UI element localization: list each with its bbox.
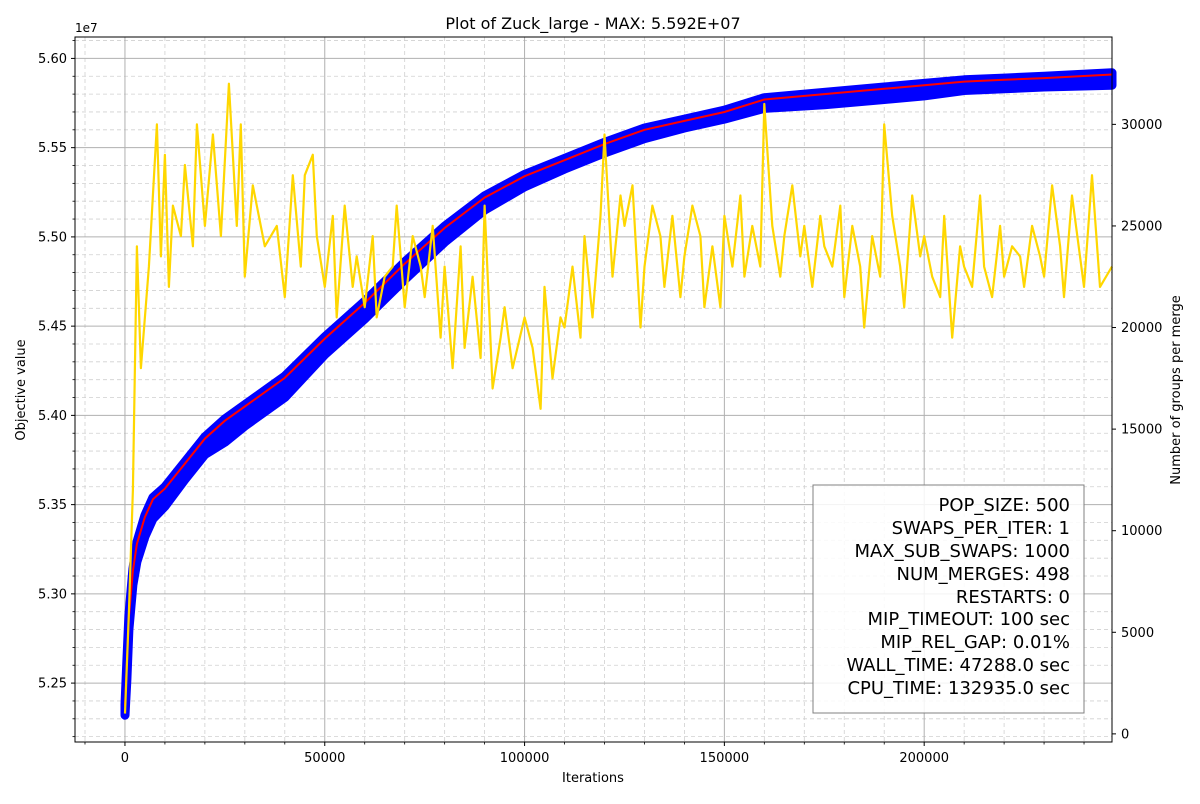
y2-tick-label: 10000 [1121,524,1162,539]
y-tick-label: 5.40 [38,409,67,424]
x-tick-label: 0 [121,751,129,766]
param-restarts: RESTARTS: 0 [956,587,1070,608]
y2-tick-label: 15000 [1121,423,1162,438]
y-axis-label: Objective value [14,339,29,440]
run-parameters-box: POP_SIZE: 500 SWAPS_PER_ITER: 1 MAX_SUB_… [812,484,1085,714]
chart-title: Plot of Zuck_large - MAX: 5.592E+07 [445,14,740,34]
param-num-merges: NUM_MERGES: 498 [897,564,1070,585]
x-tick-label: 150000 [700,751,750,766]
param-wall-time: WALL_TIME: 47288.0 sec [846,655,1070,676]
y2-tick-label: 5000 [1121,626,1154,641]
y-tick-label: 5.25 [38,677,67,692]
x-axis-label: Iterations [562,771,624,786]
run-parameters-frame [812,484,1085,714]
x-tick-label: 200000 [899,751,949,766]
param-max-sub-swaps: MAX_SUB_SWAPS: 1000 [854,541,1070,562]
param-mip-rel-gap: MIP_REL_GAP: 0.01% [880,632,1070,653]
best-value-line [124,73,1113,707]
param-mip-timeout: MIP_TIMEOUT: 100 sec [868,609,1070,630]
y2-axis-label: Number of groups per merge [1169,295,1184,484]
y2-tick-label: 25000 [1121,219,1162,234]
plot-frame [74,36,1113,743]
y2-tick-label: 30000 [1121,118,1162,133]
y2-tick-label: 0 [1121,727,1129,742]
x-tick-label: 50000 [304,751,345,766]
x-tick-label: 100000 [500,751,550,766]
y-tick-label: 5.45 [38,320,67,335]
groups-per-merge-line [123,82,1113,714]
y-tick-label: 5.60 [38,52,67,67]
axes: 0 50000 100000 150000 2000005.255.305.355.40… [38,40,1162,766]
param-swaps-per-iter: SWAPS_PER_ITER: 1 [892,518,1070,539]
y-tick-label: 5.35 [38,498,67,513]
param-cpu-time: CPU_TIME: 132935.0 sec [847,678,1070,699]
y-tick-label: 5.50 [38,230,67,245]
param-pop-size: POP_SIZE: 500 [939,495,1070,516]
y-axis-offset-label: 1e7 [75,21,98,35]
y-tick-label: 5.30 [38,587,67,602]
y-tick-label: 5.55 [38,141,67,156]
y2-tick-label: 20000 [1121,321,1162,336]
